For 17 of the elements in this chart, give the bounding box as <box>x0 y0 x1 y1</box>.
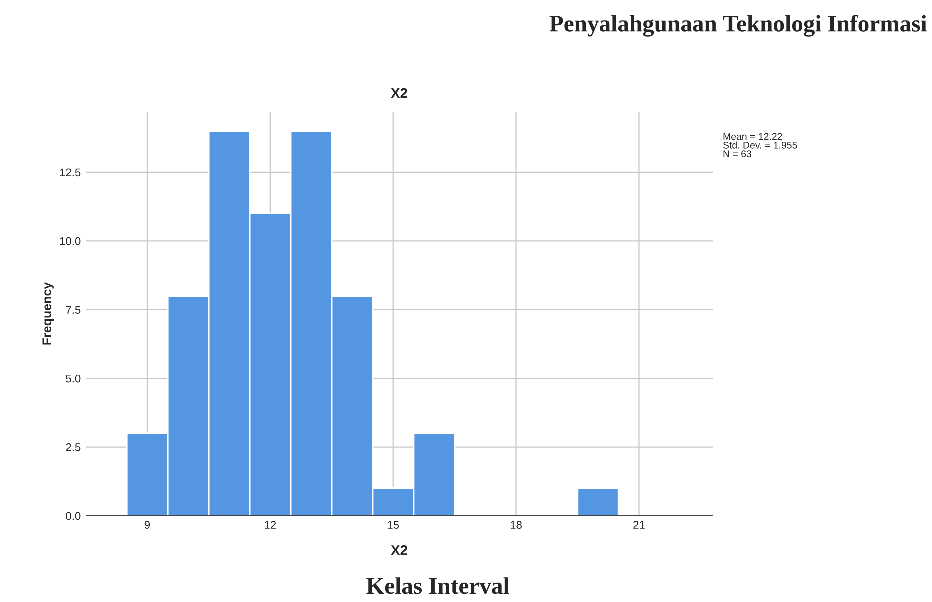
y-tick-label: 12.5 <box>60 168 81 177</box>
y-tick-label: 2.5 <box>66 444 81 452</box>
y-tick-label: 0.0 <box>66 512 81 520</box>
y-tick-label: 7.5 <box>66 306 81 314</box>
y-tick-label: 5.0 <box>66 374 81 383</box>
y-tick-label: 10.0 <box>60 237 81 246</box>
chart-title: X2 <box>391 88 408 98</box>
x-tick-label: 18 <box>510 521 522 530</box>
text: Kelas Interval <box>366 578 510 594</box>
x-tick-label: 15 <box>388 521 400 530</box>
text: Mean = 12.22 Std. Dev. = 1.955 N = 63 <box>723 133 798 158</box>
x-tick-label: 21 <box>634 521 645 529</box>
x-tick-label: 12 <box>265 521 276 529</box>
chart-subtitle: Penyalahgunaan Teknologi Informasi <box>550 15 927 37</box>
y-axis-title: Frequency <box>42 282 54 345</box>
x-tick-label: 9 <box>144 521 150 530</box>
x-axis-title: X2 <box>391 545 408 556</box>
